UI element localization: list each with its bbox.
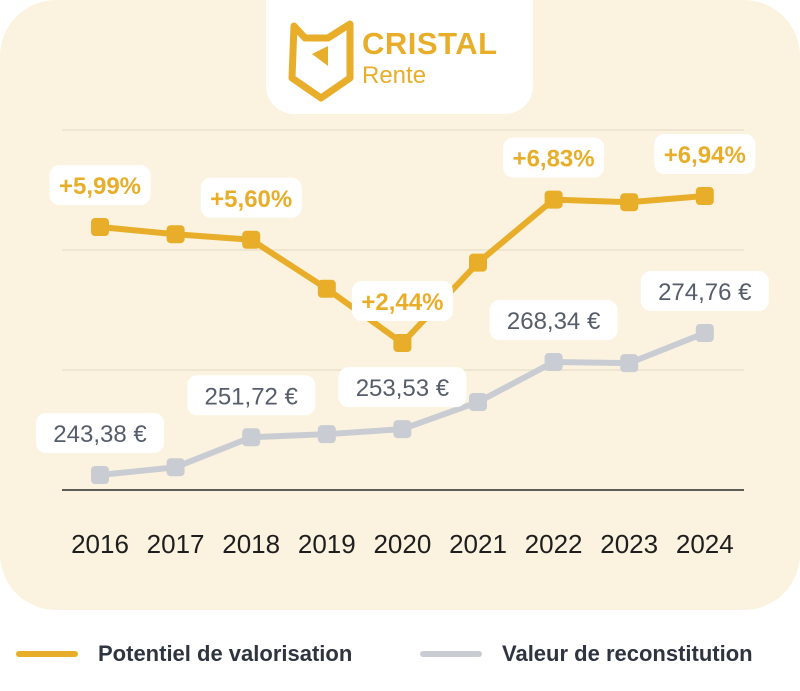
data-label-valeur-2020: 253,53 € [356,375,450,402]
data-point-valeur-2018 [242,428,261,447]
data-point-valeur-2022 [544,353,563,372]
data-label-box-potentiel-2022 [503,137,605,178]
data-label-potentiel-2024: +6,94% [664,142,746,169]
data-label-potentiel-2018: +5,60% [210,186,292,213]
data-point-valeur-2023 [620,354,639,373]
data-label-box-potentiel-2024 [654,134,756,174]
data-point-valeur-2020 [393,420,412,439]
line-chart: 2016 2017 2018 2019 2020 2021 2022 2023 2024 +5,9… [36,129,769,559]
data-point-valeur-2021 [469,393,487,412]
data-label-box-potentiel-2018 [200,177,302,218]
data-label-box-valeur-2024 [640,271,769,311]
data-point-potentiel-2019 [317,279,336,298]
data-label-valeur-2022: 268,34 € [507,308,601,335]
data-point-potentiel-2016 [91,218,109,237]
cat-shield-logo-icon [288,20,354,102]
data-point-valeur-2016 [91,466,109,484]
data-label-valeur-2018: 251,72 € [204,383,298,410]
data-label-box-valeur-2016 [36,413,164,453]
data-label-box-potentiel-2016 [49,165,151,206]
legend: Potentiel de valorisation Valeur de reco… [0,641,800,675]
data-label-valeur-2024: 274,76 € [658,279,752,306]
data-point-potentiel-2017 [166,225,185,244]
data-label-potentiel-2016: +5,99% [59,173,141,200]
data-label-potentiel-2020: +2,44% [361,289,443,316]
x-tick-label-2022: 2022 [525,529,583,559]
data-point-potentiel-2020 [393,334,412,352]
x-tick-label-2019: 2019 [298,529,356,559]
x-tick-label-2023: 2023 [600,529,658,559]
x-tick-label-2024: 2024 [676,529,734,559]
legend-label-valeur: Valeur de reconstitution [502,641,753,666]
data-point-potentiel-2023 [620,193,639,212]
data-label-box-potentiel-2020 [351,281,453,321]
data-point-valeur-2017 [166,458,185,477]
brand-name: CRISTAL [362,26,498,61]
data-label-potentiel-2022: +6,83% [513,146,595,173]
data-point-valeur-2024 [695,324,714,342]
data-label-valeur-2016: 243,38 € [53,421,147,448]
data-point-potentiel-2024 [695,187,714,205]
legend-swatch-grey [420,651,482,657]
legend-item-valeur: Valeur de reconstitution [420,641,753,667]
legend-item-potentiel: Potentiel de valorisation [16,641,352,667]
data-point-valeur-2019 [317,425,336,444]
data-label-box-valeur-2018 [187,375,316,416]
x-tick-label-2021: 2021 [449,529,507,559]
data-point-potentiel-2018 [242,230,261,249]
data-label-box-valeur-2020 [338,367,467,408]
x-tick-label-2018: 2018 [222,529,280,559]
data-label-box-valeur-2022 [489,300,618,341]
x-tick-label-2020: 2020 [373,529,431,559]
legend-swatch-gold [16,651,78,657]
data-point-potentiel-2021 [469,253,487,272]
x-tick-label-2017: 2017 [147,529,205,559]
brand-subtitle: Rente [362,62,427,89]
x-tick-label-2016: 2016 [71,529,129,559]
legend-label-potentiel: Potentiel de valorisation [98,641,353,666]
data-point-potentiel-2022 [544,190,563,209]
